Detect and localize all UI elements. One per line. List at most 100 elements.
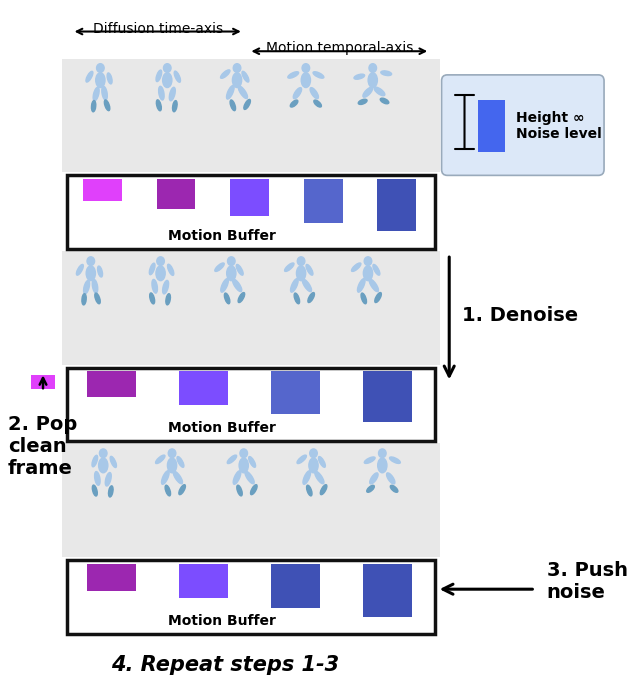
Bar — [478, 100, 505, 152]
Ellipse shape — [92, 279, 98, 293]
Ellipse shape — [297, 455, 307, 464]
Ellipse shape — [351, 263, 361, 271]
Ellipse shape — [285, 263, 294, 271]
Ellipse shape — [249, 456, 255, 467]
Ellipse shape — [150, 293, 155, 304]
Ellipse shape — [308, 292, 314, 302]
Ellipse shape — [375, 292, 381, 302]
Ellipse shape — [310, 449, 317, 458]
Ellipse shape — [159, 86, 164, 100]
Ellipse shape — [168, 458, 177, 473]
Ellipse shape — [315, 471, 324, 484]
Ellipse shape — [244, 100, 250, 109]
Ellipse shape — [291, 279, 298, 292]
Ellipse shape — [174, 71, 180, 82]
Ellipse shape — [313, 72, 324, 78]
Ellipse shape — [373, 264, 380, 275]
Ellipse shape — [314, 100, 321, 107]
Text: 4. Repeat steps 1-3: 4. Repeat steps 1-3 — [111, 655, 339, 675]
Ellipse shape — [293, 87, 301, 99]
Ellipse shape — [93, 87, 99, 101]
Ellipse shape — [99, 449, 107, 458]
Ellipse shape — [381, 71, 392, 75]
Ellipse shape — [86, 266, 95, 281]
Bar — [83, 179, 122, 201]
FancyBboxPatch shape — [67, 367, 435, 441]
Ellipse shape — [227, 85, 234, 99]
Ellipse shape — [168, 449, 176, 458]
Ellipse shape — [250, 485, 257, 495]
Ellipse shape — [301, 73, 310, 87]
Ellipse shape — [364, 257, 372, 266]
Bar — [31, 376, 56, 389]
Ellipse shape — [320, 485, 327, 495]
Ellipse shape — [170, 87, 175, 101]
Ellipse shape — [294, 293, 300, 304]
Ellipse shape — [92, 100, 96, 112]
Bar — [271, 372, 319, 414]
Ellipse shape — [105, 473, 111, 486]
Ellipse shape — [361, 293, 367, 304]
Ellipse shape — [84, 281, 90, 294]
Ellipse shape — [358, 279, 365, 292]
Ellipse shape — [364, 457, 375, 464]
Ellipse shape — [354, 74, 365, 79]
Ellipse shape — [177, 456, 184, 467]
Ellipse shape — [302, 279, 312, 292]
Text: Motion Buffer: Motion Buffer — [168, 422, 275, 435]
Ellipse shape — [369, 64, 376, 73]
Ellipse shape — [238, 292, 244, 302]
Ellipse shape — [236, 264, 243, 275]
Text: Height ∞
Noise level: Height ∞ Noise level — [516, 111, 602, 141]
FancyBboxPatch shape — [67, 176, 435, 250]
Ellipse shape — [368, 73, 378, 87]
Text: Motion temporal-axis: Motion temporal-axis — [266, 41, 413, 56]
Ellipse shape — [165, 485, 170, 496]
Ellipse shape — [374, 87, 385, 96]
Bar — [363, 372, 412, 422]
Ellipse shape — [82, 294, 86, 305]
Ellipse shape — [95, 293, 100, 304]
Ellipse shape — [358, 99, 367, 104]
Ellipse shape — [96, 73, 105, 87]
Ellipse shape — [92, 456, 98, 467]
Ellipse shape — [104, 100, 110, 111]
Ellipse shape — [309, 458, 318, 473]
Ellipse shape — [307, 485, 312, 496]
Ellipse shape — [302, 64, 310, 73]
FancyBboxPatch shape — [442, 75, 604, 176]
Text: Diffusion time-axis: Diffusion time-axis — [93, 22, 223, 36]
Ellipse shape — [157, 257, 164, 266]
Ellipse shape — [97, 266, 102, 277]
Ellipse shape — [95, 472, 100, 485]
Ellipse shape — [230, 100, 236, 111]
Bar — [87, 372, 136, 397]
Ellipse shape — [86, 71, 93, 82]
Ellipse shape — [163, 64, 171, 73]
Ellipse shape — [221, 279, 228, 292]
FancyBboxPatch shape — [62, 252, 440, 365]
Ellipse shape — [288, 72, 299, 78]
Ellipse shape — [107, 73, 112, 84]
Bar — [230, 179, 269, 216]
Ellipse shape — [179, 485, 186, 495]
Ellipse shape — [232, 73, 242, 87]
Ellipse shape — [367, 485, 374, 492]
Ellipse shape — [380, 98, 389, 104]
Ellipse shape — [319, 456, 325, 467]
Ellipse shape — [156, 455, 165, 464]
Ellipse shape — [87, 257, 95, 266]
Ellipse shape — [239, 458, 248, 473]
Ellipse shape — [237, 485, 242, 496]
Ellipse shape — [97, 64, 104, 73]
Ellipse shape — [152, 279, 157, 293]
Ellipse shape — [110, 456, 116, 468]
Ellipse shape — [163, 281, 168, 294]
Ellipse shape — [310, 87, 319, 99]
Text: Motion Buffer: Motion Buffer — [168, 229, 275, 243]
Ellipse shape — [306, 264, 313, 275]
Ellipse shape — [227, 266, 236, 281]
Ellipse shape — [156, 70, 162, 81]
Text: 2. Pop
clean
frame: 2. Pop clean frame — [8, 415, 77, 478]
Ellipse shape — [387, 473, 395, 484]
